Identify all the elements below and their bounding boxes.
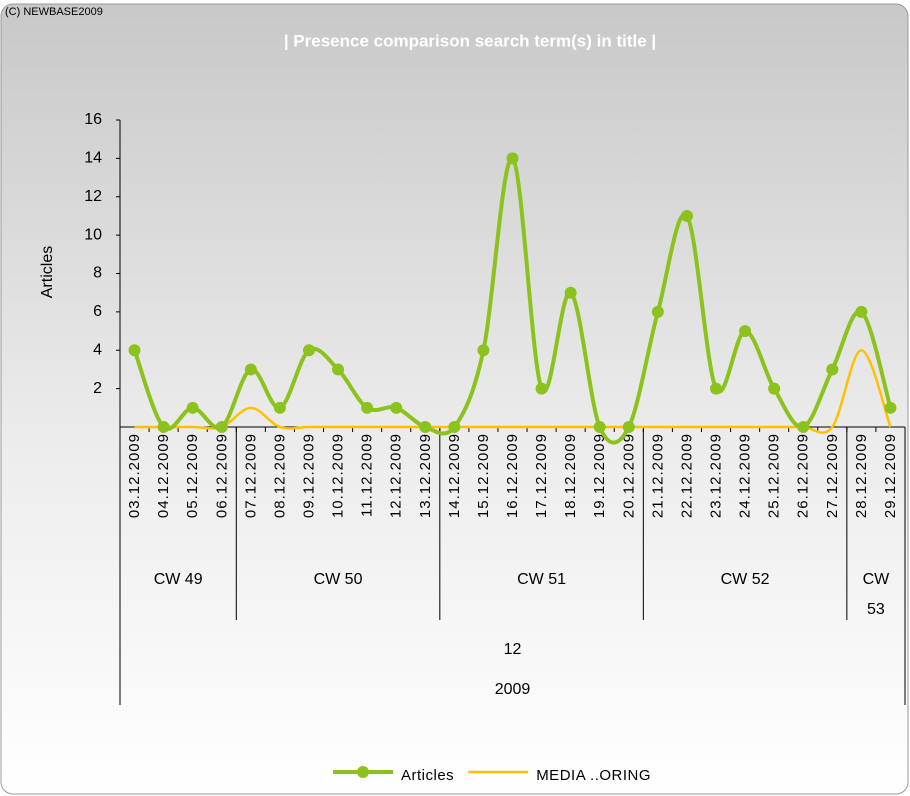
x-tick-label: 19.12.2009 (591, 433, 608, 518)
x-tick-label: 15.12.2009 (475, 433, 492, 518)
x-tick-label: 23.12.2009 (708, 433, 725, 518)
data-point (768, 382, 781, 395)
month-label: 12 (503, 641, 522, 658)
x-tick-label: 09.12.2009 (300, 433, 317, 518)
data-point (244, 363, 257, 376)
chart-background (0, 3, 909, 795)
y-tick-label: 10 (84, 226, 102, 243)
y-tick-label: 4 (93, 341, 102, 358)
x-tick-label: 13.12.2009 (417, 433, 434, 518)
x-tick-label: 03.12.2009 (126, 433, 143, 518)
x-tick-label: 18.12.2009 (562, 433, 579, 518)
x-tick-label: 20.12.2009 (620, 433, 637, 518)
data-point (448, 421, 461, 433)
legend-marker (357, 766, 369, 778)
data-point (361, 401, 374, 414)
data-point (855, 305, 868, 318)
copyright: (C) NEWBASE2009 (5, 6, 103, 18)
x-tick-label: 17.12.2009 (533, 433, 550, 518)
data-point (419, 421, 432, 433)
y-tick-label: 8 (93, 265, 102, 282)
group-label: CW 49 (153, 571, 203, 588)
x-tick-label: 21.12.2009 (649, 433, 666, 518)
x-tick-label: 05.12.2009 (184, 433, 201, 518)
legend-label: MEDIA ..ORING (536, 767, 651, 784)
data-point (332, 363, 345, 376)
data-point (215, 421, 228, 433)
data-point (651, 305, 664, 318)
data-point (797, 421, 810, 433)
data-point (477, 344, 490, 357)
y-tick-label: 2 (93, 380, 102, 397)
group-label: CW 50 (313, 571, 363, 588)
group-label: CW 52 (720, 571, 770, 588)
x-tick-label: 08.12.2009 (271, 433, 288, 518)
year-label: 2009 (494, 681, 531, 698)
x-tick-label: 04.12.2009 (155, 433, 172, 518)
data-point (535, 382, 548, 395)
x-tick-label: 25.12.2009 (766, 433, 783, 518)
x-tick-label: 22.12.2009 (678, 433, 695, 518)
x-tick-label: 11.12.2009 (359, 433, 376, 517)
data-point (710, 382, 723, 395)
group-label: CW 53 (862, 571, 890, 618)
data-point (157, 421, 170, 433)
series-line (134, 348, 892, 434)
x-tick-label: 12.12.2009 (388, 433, 405, 518)
y-tick-label: 14 (84, 150, 102, 167)
data-point (680, 209, 693, 222)
y-axis-label: Articles (39, 246, 56, 298)
x-tick-label: 14.12.2009 (446, 433, 463, 518)
x-tick-label: 07.12.2009 (242, 433, 259, 518)
group-label: CW 51 (517, 571, 567, 588)
data-point (884, 401, 897, 414)
x-tick-label: 28.12.2009 (853, 433, 870, 518)
y-tick-label: 12 (84, 188, 102, 205)
data-point (128, 344, 141, 357)
data-point (390, 401, 403, 414)
x-tick-label: 29.12.2009 (882, 433, 899, 518)
x-tick-label: 26.12.2009 (795, 433, 812, 518)
data-point (593, 421, 606, 433)
data-point (622, 421, 635, 433)
chart-title: | Presence comparison search term(s) in … (284, 31, 656, 50)
data-point (564, 286, 577, 299)
data-point (273, 401, 286, 414)
y-tick-label: 6 (93, 303, 102, 320)
data-point (739, 325, 752, 338)
legend-label: Articles (401, 767, 454, 784)
data-point (826, 363, 839, 376)
x-tick-label: 27.12.2009 (824, 433, 841, 518)
y-tick-label: 16 (84, 111, 102, 128)
data-point (506, 152, 519, 165)
data-point (302, 344, 315, 357)
x-tick-label: 24.12.2009 (737, 433, 754, 518)
x-tick-label: 06.12.2009 (213, 433, 230, 518)
data-point (186, 401, 199, 414)
x-tick-label: 16.12.2009 (504, 433, 521, 518)
x-tick-label: 10.12.2009 (330, 433, 347, 518)
